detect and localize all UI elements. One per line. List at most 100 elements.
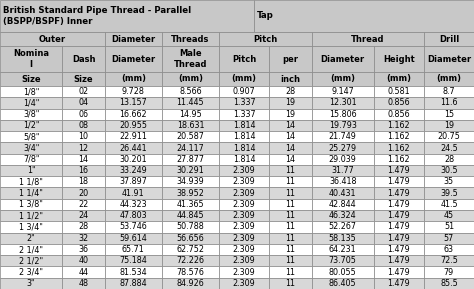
Bar [311, 142, 374, 154]
Bar [374, 120, 424, 131]
Bar [162, 165, 219, 176]
Text: 36: 36 [79, 245, 89, 254]
Text: 11: 11 [285, 268, 295, 277]
Bar [219, 120, 269, 131]
Bar [269, 188, 311, 199]
Bar [269, 255, 311, 266]
Bar [105, 131, 162, 142]
Bar [0, 131, 62, 142]
Text: 58.135: 58.135 [329, 234, 356, 243]
Bar [269, 176, 311, 188]
Bar [374, 233, 424, 244]
Bar [0, 244, 62, 255]
Text: 20.955: 20.955 [119, 121, 147, 130]
Bar [162, 221, 219, 233]
Bar [424, 199, 474, 210]
Bar [311, 131, 374, 142]
Text: Drill: Drill [439, 34, 459, 44]
Bar [424, 176, 474, 188]
Text: 9.147: 9.147 [331, 87, 354, 96]
Text: 59.614: 59.614 [119, 234, 147, 243]
Text: 41.5: 41.5 [440, 200, 458, 209]
Text: 8.7: 8.7 [443, 87, 455, 96]
Bar [219, 109, 269, 120]
Bar [62, 142, 105, 154]
Bar [0, 120, 62, 131]
Text: 1 1/2": 1 1/2" [19, 211, 43, 220]
Bar [162, 46, 219, 72]
Text: Size: Size [21, 75, 41, 84]
Text: 2.309: 2.309 [233, 211, 255, 220]
Text: 64.231: 64.231 [329, 245, 356, 254]
Text: 1.479: 1.479 [388, 256, 410, 265]
Bar [424, 244, 474, 255]
Text: 87.884: 87.884 [119, 279, 147, 288]
Text: Threads: Threads [171, 34, 210, 44]
Bar [62, 109, 105, 120]
Bar [219, 176, 269, 188]
Text: 51: 51 [444, 223, 454, 231]
Bar [219, 46, 269, 72]
Text: Male
Thread: Male Thread [173, 49, 207, 69]
Text: 41.365: 41.365 [177, 200, 204, 209]
Bar [424, 72, 474, 86]
Text: 1 1/8": 1 1/8" [19, 177, 43, 186]
Text: 79: 79 [444, 268, 454, 277]
Text: 37.897: 37.897 [119, 177, 147, 186]
Bar [269, 244, 311, 255]
Bar [311, 221, 374, 233]
Text: 24: 24 [79, 211, 89, 220]
Bar [311, 97, 374, 109]
Bar [105, 199, 162, 210]
Text: 2.309: 2.309 [233, 223, 255, 231]
Text: 40.431: 40.431 [329, 189, 356, 198]
Bar [269, 120, 311, 131]
Bar [424, 154, 474, 165]
Bar [0, 210, 62, 221]
Text: 9.728: 9.728 [122, 87, 145, 96]
Bar [0, 154, 62, 165]
Bar [0, 0, 254, 32]
Text: 36.418: 36.418 [329, 177, 356, 186]
Bar [269, 266, 311, 278]
Text: 04: 04 [79, 99, 89, 108]
Bar [0, 46, 62, 72]
Text: 72.226: 72.226 [176, 256, 204, 265]
Bar [374, 142, 424, 154]
Text: 11: 11 [285, 256, 295, 265]
Bar [162, 266, 219, 278]
Text: 18.631: 18.631 [177, 121, 204, 130]
Bar [219, 221, 269, 233]
Bar [311, 72, 374, 86]
Text: Size: Size [74, 75, 93, 84]
Bar [0, 72, 62, 86]
Bar [311, 278, 374, 289]
Text: 50.788: 50.788 [176, 223, 204, 231]
Bar [269, 165, 311, 176]
Text: 57: 57 [444, 234, 454, 243]
Text: 34.939: 34.939 [176, 177, 204, 186]
Bar [62, 221, 105, 233]
Bar [162, 188, 219, 199]
Text: 0.856: 0.856 [388, 99, 410, 108]
Text: 1.479: 1.479 [388, 234, 410, 243]
Text: 08: 08 [79, 121, 89, 130]
Text: 2": 2" [27, 234, 36, 243]
Bar [374, 188, 424, 199]
Bar [269, 210, 311, 221]
Text: 31.77: 31.77 [331, 166, 354, 175]
Bar [162, 109, 219, 120]
Text: 42.844: 42.844 [329, 200, 356, 209]
Text: 1.479: 1.479 [388, 245, 410, 254]
Bar [424, 233, 474, 244]
Bar [62, 165, 105, 176]
Bar [105, 244, 162, 255]
Text: 1.479: 1.479 [388, 189, 410, 198]
Bar [311, 244, 374, 255]
Bar [162, 244, 219, 255]
Text: 2 3/4": 2 3/4" [19, 268, 43, 277]
Text: 24.117: 24.117 [176, 144, 204, 153]
Text: 0.581: 0.581 [388, 87, 410, 96]
Bar [105, 266, 162, 278]
Text: 80.055: 80.055 [329, 268, 356, 277]
